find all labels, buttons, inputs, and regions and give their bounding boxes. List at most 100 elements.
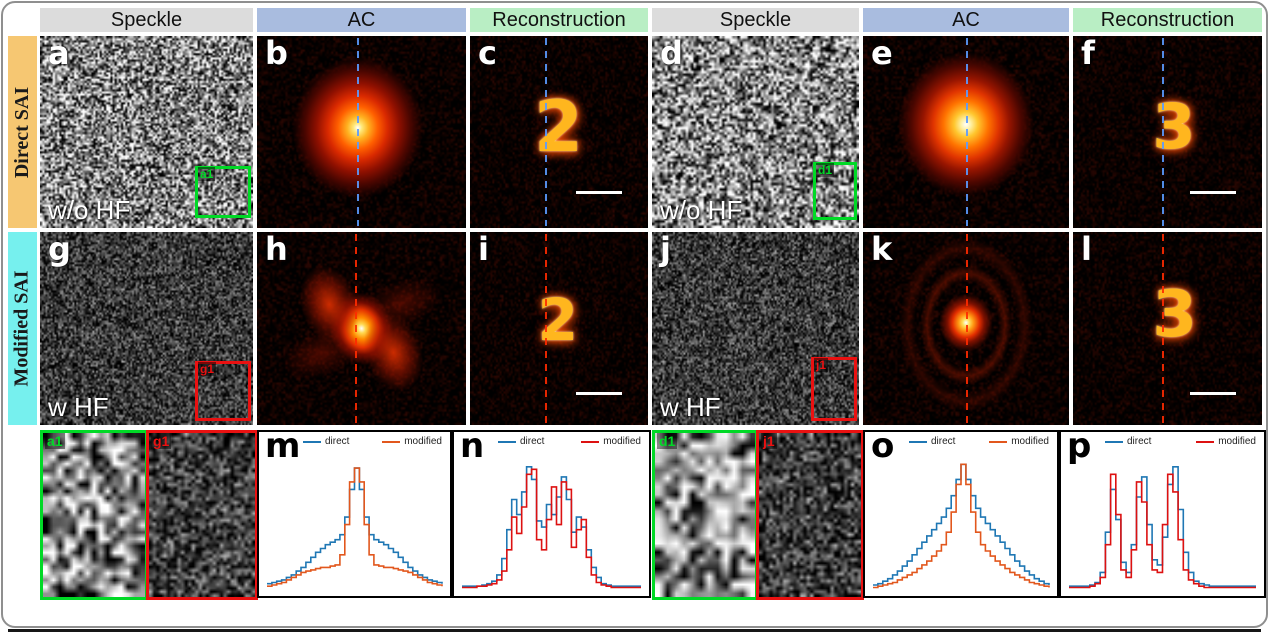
reconstructed-digit: 3 [1152, 278, 1197, 353]
zoom-label: g1 [151, 433, 172, 449]
chart-legend: direct modified [865, 436, 1057, 447]
legend-entry-modified: modified [581, 436, 641, 447]
panel-letter: g [48, 232, 71, 268]
legend-swatch [989, 440, 1008, 443]
speckle-zoom-image [655, 433, 755, 597]
dashed-centerline [544, 38, 547, 226]
legend-label: direct [325, 436, 350, 447]
row-label-text: Modified SAI [11, 270, 33, 387]
legend-label: direct [520, 436, 545, 447]
zoom-panel-g1: g1 [146, 430, 258, 600]
dashed-centerline [544, 234, 547, 423]
dashed-centerline [1161, 234, 1164, 423]
legend-entry-modified: modified [989, 436, 1049, 447]
panel-letter: l [1081, 232, 1092, 268]
column-header-reconstruction-1: Reconstruction [470, 8, 648, 32]
column-header-speckle-1: Speckle [40, 8, 253, 32]
inset-box-g1: g1 [195, 361, 251, 421]
panel-letter: a [48, 36, 70, 72]
speckle-zoom-image [759, 433, 861, 597]
column-header-reconstruction-2: Reconstruction [1073, 8, 1262, 32]
zoom-label: a1 [45, 433, 65, 449]
row-label-text: Direct SAI [11, 86, 33, 178]
panel-letter: p [1067, 426, 1092, 466]
inset-box-j1: j1 [811, 357, 857, 421]
column-header-label: Reconstruction [1100, 8, 1235, 31]
legend-swatch [498, 440, 516, 443]
column-header-ac-1: AC [257, 8, 466, 32]
zoom-label: d1 [657, 433, 678, 449]
panel-letter: j [660, 232, 671, 268]
chart-panel-m: m direct modified [257, 426, 452, 598]
column-header-speckle-2: Speckle [652, 8, 859, 32]
panel-letter: d [660, 36, 683, 72]
inset-label: a1 [198, 167, 216, 181]
legend-label: direct [1127, 436, 1152, 447]
panel-letter: m [265, 426, 301, 466]
chart-panel-n: n direct modified [452, 426, 651, 598]
zoom-panel-a1: a1 [40, 430, 148, 600]
panel-letter: e [871, 36, 893, 72]
legend-label: modified [603, 436, 641, 447]
inset-label: g1 [198, 362, 217, 376]
inset-label: d1 [816, 163, 835, 177]
speckle-image [40, 36, 253, 228]
panel-a-speckle: a w/o HF a1 [40, 36, 253, 228]
chart-panel-o: o direct modified [863, 426, 1059, 598]
dashed-centerline [355, 234, 358, 423]
legend-label: modified [404, 436, 442, 447]
panel-d-speckle: d w/o HF d1 [652, 36, 859, 228]
dashed-centerline [357, 38, 360, 226]
row-label-modified-sai: Modified SAI [8, 232, 37, 425]
row-label-direct-sai: Direct SAI [8, 36, 37, 228]
panel-caption: w HF [48, 392, 109, 422]
dashed-centerline [1161, 38, 1164, 226]
speckle-image [40, 232, 253, 425]
column-header-label: Speckle [719, 8, 792, 31]
column-header-label: Speckle [110, 8, 183, 31]
inset-box-a1: a1 [195, 166, 251, 218]
chart-legend: direct modified [454, 436, 649, 447]
inset-label: j1 [814, 358, 829, 372]
autocorrelation-blob [257, 232, 466, 425]
legend-entry-direct: direct [1105, 436, 1151, 447]
column-header-label: AC [952, 8, 980, 31]
chart-panel-p: p direct modified [1059, 426, 1266, 598]
panel-caption: w/o HF [48, 195, 131, 225]
legend-swatch [909, 440, 927, 443]
panel-caption: w HF [660, 392, 721, 422]
zoom-panel-j1: j1 [756, 430, 864, 600]
panel-letter: o [871, 426, 895, 466]
panel-f-reconstruction: 3 f [1073, 36, 1262, 228]
panel-letter: b [265, 36, 288, 72]
panel-letter: f [1081, 36, 1095, 72]
figure-bottom-rule [8, 629, 1261, 632]
panel-c-reconstruction: 2 c [470, 36, 648, 228]
legend-swatch [1105, 440, 1123, 443]
scale-bar [576, 392, 622, 395]
column-header-label: Reconstruction [492, 8, 626, 31]
scale-bar [576, 191, 622, 194]
speckle-zoom-image [149, 433, 255, 597]
legend-label: modified [1218, 436, 1256, 447]
reconstructed-digit: 2 [534, 85, 583, 168]
reconstructed-digit: 2 [537, 286, 578, 355]
legend-swatch [382, 440, 401, 443]
legend-entry-modified: modified [382, 436, 442, 447]
chart-legend: direct modified [1061, 436, 1264, 447]
legend-swatch [581, 440, 600, 443]
noise-background [1073, 36, 1262, 228]
panel-h-autocorrelation: h [257, 232, 466, 425]
panel-e-autocorrelation: e [863, 36, 1069, 228]
legend-swatch [303, 440, 321, 443]
dashed-centerline [966, 38, 968, 226]
panel-letter: n [460, 426, 485, 466]
column-header-ac-2: AC [863, 8, 1069, 32]
panel-g-speckle: g w HF g1 [40, 232, 253, 425]
reconstructed-digit: 3 [1152, 89, 1196, 163]
legend-entry-direct: direct [498, 436, 544, 447]
scale-bar [1190, 392, 1236, 395]
panel-k-autocorrelation: k [863, 232, 1069, 425]
column-header-label: AC [347, 8, 376, 31]
